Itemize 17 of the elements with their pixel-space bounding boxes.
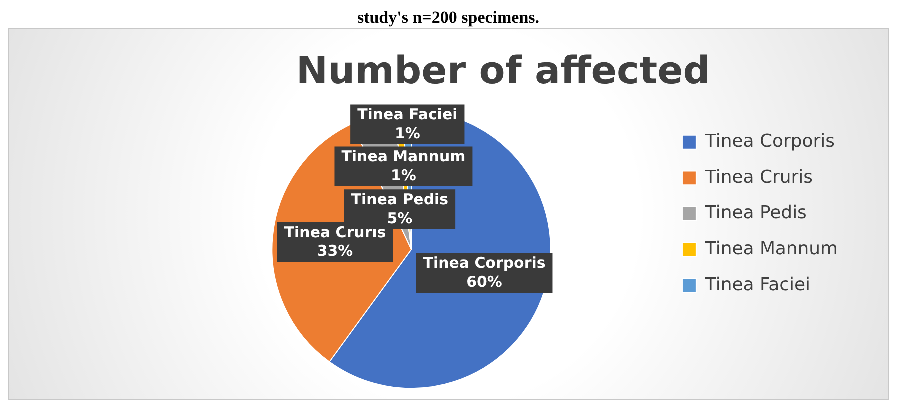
slice-label: Tinea Mannum xyxy=(342,148,466,166)
data-label: 60% xyxy=(466,273,502,292)
legend-label: Tinea Pedis xyxy=(704,202,807,224)
slice-label: Tinea Cruris xyxy=(284,223,386,242)
slice-label: Tinea Pedis xyxy=(351,190,449,208)
data-label: 1% xyxy=(394,124,420,142)
data-label: 33% xyxy=(317,242,354,260)
chart-title: Number of affected xyxy=(296,48,710,92)
data-label: 5% xyxy=(387,209,413,228)
legend-label: Tinea Mannum xyxy=(704,238,838,260)
slice-label: Tinea Corporis xyxy=(423,254,546,272)
text: study's n=200 specimens. xyxy=(356,8,541,28)
legend-label: Tinea Cruris xyxy=(704,166,813,188)
data-label: 1% xyxy=(391,166,416,184)
legend-label: Tinea Corporis xyxy=(704,131,835,152)
legend-label: Tinea Faciei xyxy=(704,274,811,296)
slice-label: Tinea Faciei xyxy=(358,106,458,124)
